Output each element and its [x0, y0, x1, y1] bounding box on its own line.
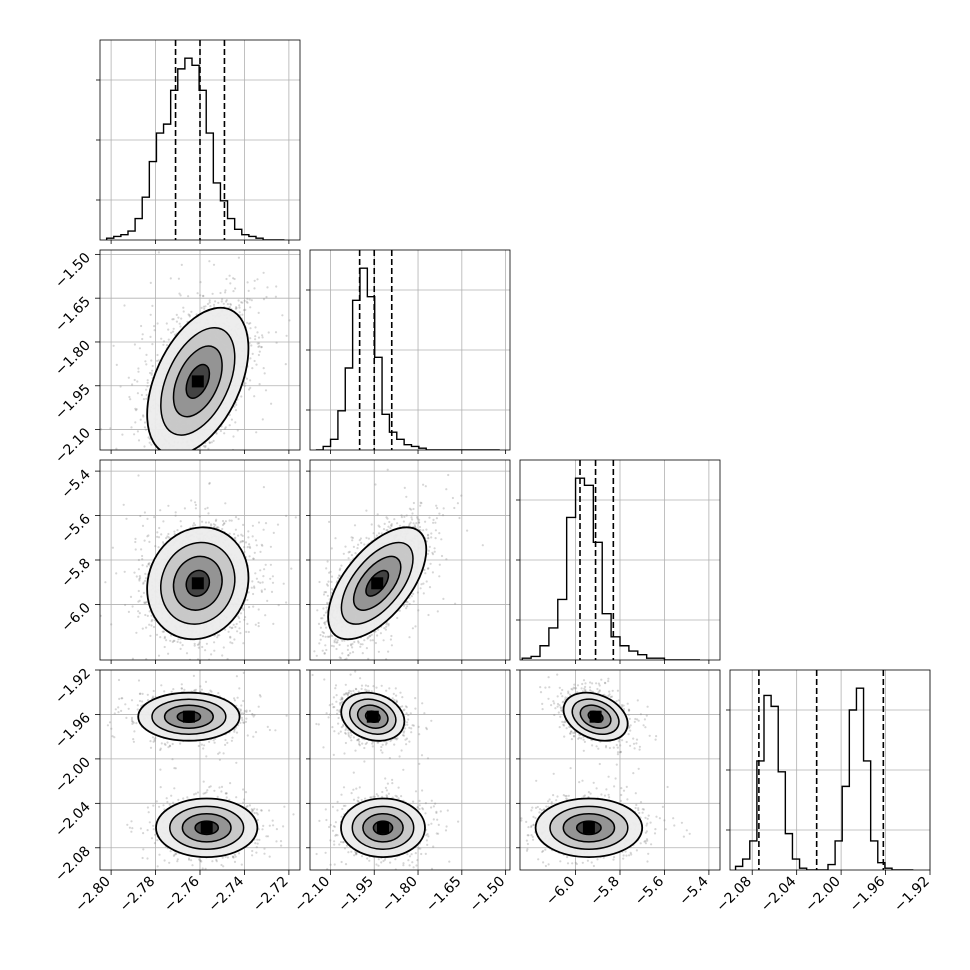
- x-tick-label-3-0: −2.08: [713, 874, 755, 916]
- histogram-1: [315, 250, 500, 450]
- x-tick-label-1-1: −1.95: [335, 874, 377, 916]
- density-peak-1: [200, 821, 213, 834]
- x-tick-label-1-4: −1.50: [467, 874, 509, 916]
- density-peak-0: [191, 577, 204, 590]
- x-tick-label-1-2: −1.80: [379, 874, 421, 916]
- panel-frame: [309, 249, 511, 451]
- y-tick-label-3-1: −2.04: [52, 799, 94, 841]
- y-tick-label-2-2: −5.6: [58, 511, 93, 546]
- x-tick-label-0-0: −2.80: [72, 874, 114, 916]
- y-tick-label-1-2: −1.80: [52, 337, 94, 379]
- x-tick-label-1-3: −1.65: [423, 874, 465, 916]
- y-tick-label-3-2: −2.00: [52, 754, 94, 796]
- density-peak-1: [582, 821, 595, 834]
- density-peak-1: [377, 821, 389, 834]
- y-tick-label-3-3: −1.96: [52, 710, 94, 752]
- density-panel-2-1: [313, 468, 484, 660]
- histogram-step-3: [734, 687, 914, 870]
- density-panel-2-0: [100, 474, 297, 660]
- x-tick-label-3-1: −2.04: [758, 873, 800, 915]
- histogram-0: [105, 40, 285, 240]
- x-tick-label-3-4: −1.92: [891, 874, 933, 916]
- density-panel-3-0: [106, 671, 295, 870]
- density-panel-3-1: [311, 670, 460, 870]
- density-peak-0: [182, 710, 195, 723]
- y-tick-label-3-0: −2.08: [52, 843, 94, 885]
- x-tick-label-0-3: −2.74: [206, 873, 248, 915]
- density-panel-1-0: [100, 251, 291, 450]
- y-tick-label-1-3: −1.65: [52, 294, 94, 336]
- density-peak-0: [589, 710, 602, 723]
- density-peak-0: [366, 710, 379, 723]
- y-tick-label-2-1: −5.8: [58, 556, 93, 591]
- density-peak-0: [191, 375, 204, 388]
- y-tick-label-1-0: −2.10: [52, 425, 94, 467]
- panel-frame: [729, 669, 931, 871]
- panel-frame: [309, 669, 511, 871]
- histogram-step-1: [315, 267, 500, 450]
- histogram-step-0: [105, 57, 285, 240]
- y-tick-label-1-1: −1.95: [52, 381, 94, 423]
- density-panel-3-2: [520, 673, 691, 868]
- x-tick-label-2-0: −6.0: [543, 874, 578, 909]
- histogram-2: [521, 460, 700, 660]
- x-tick-label-3-3: −1.96: [847, 873, 889, 915]
- x-tick-label-0-2: −2.76: [161, 873, 203, 915]
- x-tick-label-3-2: −2.00: [802, 874, 844, 916]
- histogram-step-2: [521, 477, 700, 660]
- x-tick-label-0-1: −2.78: [117, 874, 159, 916]
- density-peak-0: [371, 577, 384, 590]
- x-tick-label-2-2: −5.6: [632, 873, 667, 908]
- y-tick-label-2-0: −6.0: [58, 600, 93, 635]
- histogram-3: [734, 670, 914, 870]
- x-tick-label-2-1: −5.8: [587, 874, 622, 909]
- x-tick-label-1-0: −2.10: [292, 874, 334, 916]
- x-tick-label-2-3: −5.4: [676, 873, 711, 908]
- x-tick-label-0-4: −2.72: [250, 874, 292, 916]
- y-tick-label-3-4: −1.92: [52, 666, 94, 708]
- y-tick-label-1-4: −1.50: [52, 250, 94, 292]
- y-tick-label-2-3: −5.4: [58, 467, 93, 502]
